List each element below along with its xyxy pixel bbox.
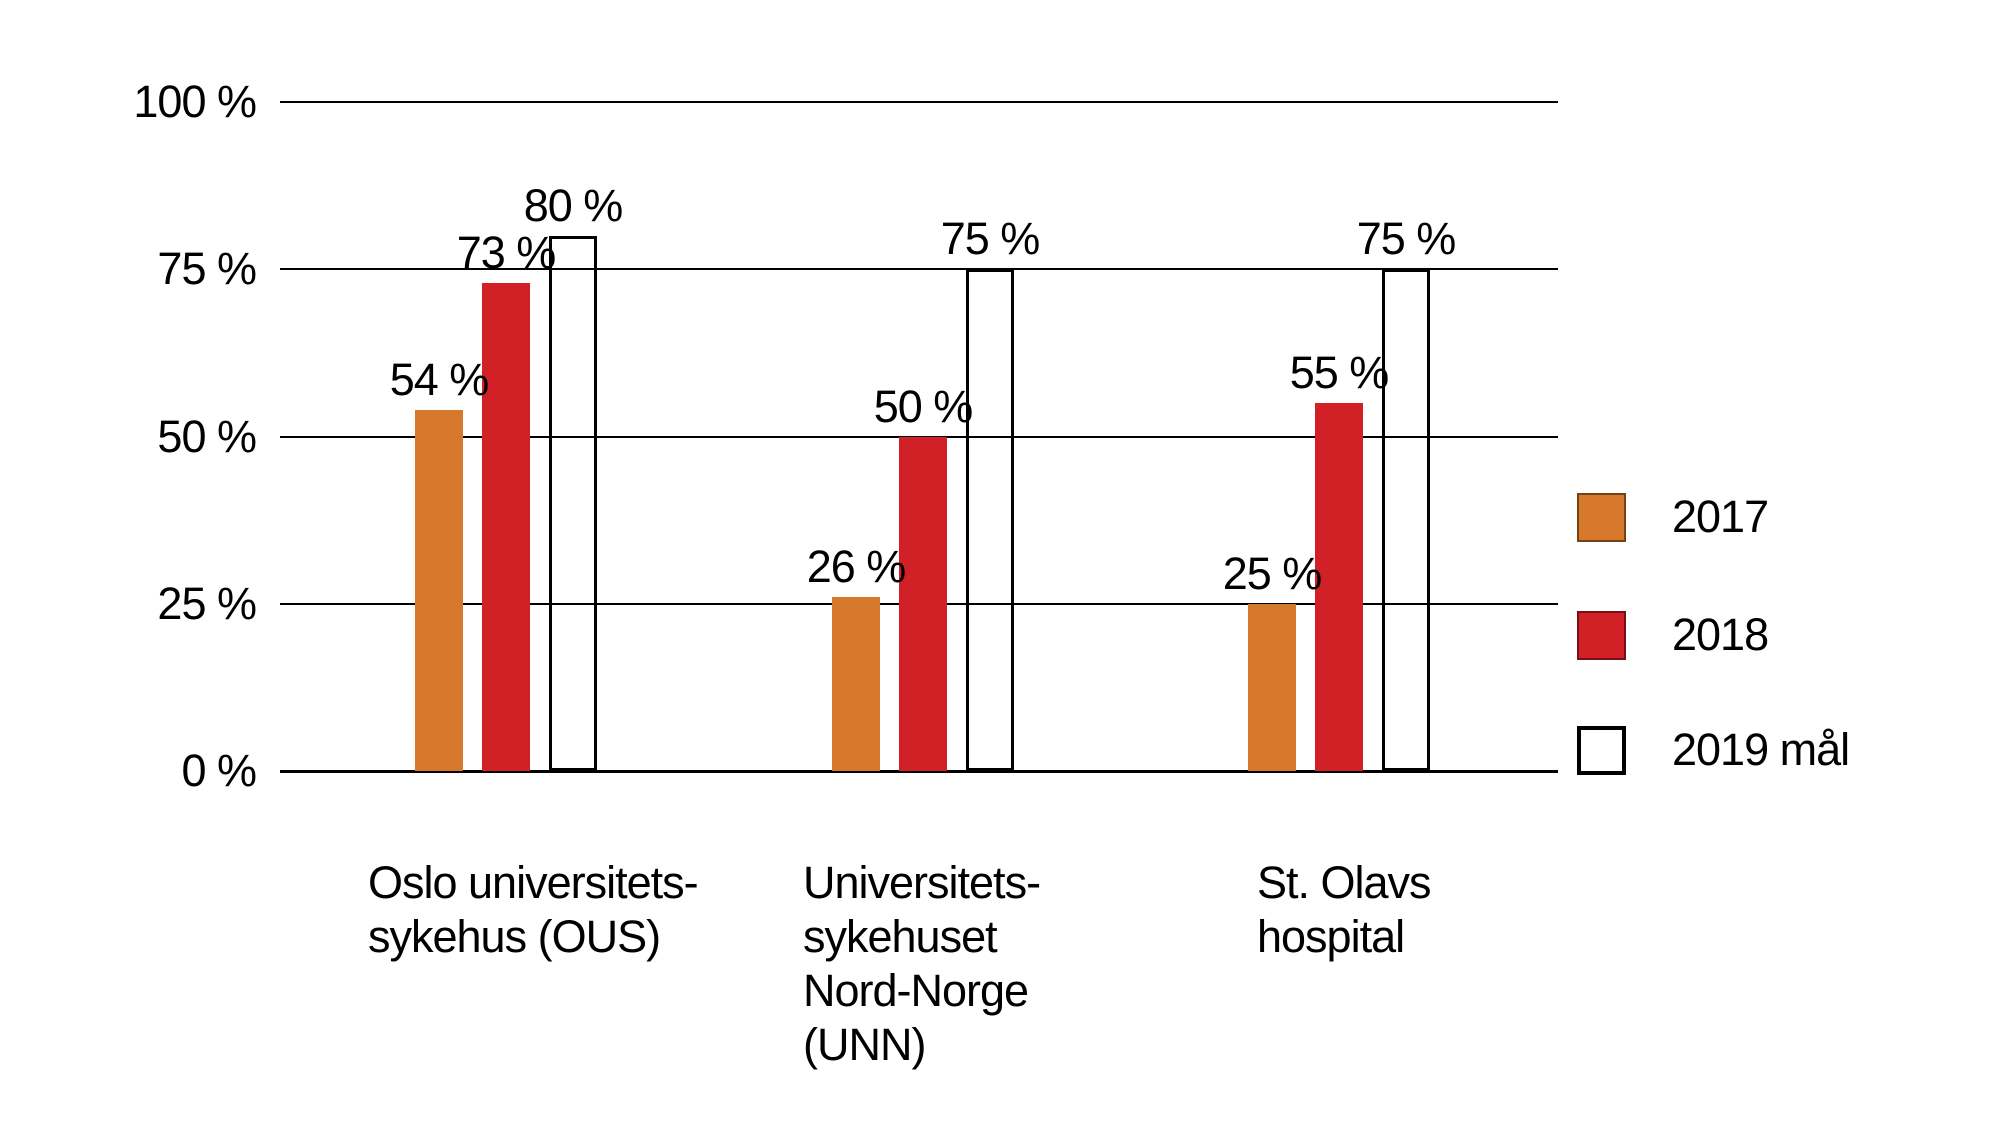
category-label-line: sykehuset [803, 911, 998, 962]
category-label-line: Universitets- [803, 857, 1041, 908]
bar-2017-st-olavs-hospital [1248, 603, 1296, 771]
category-label-line: (UNN) [803, 1019, 926, 1070]
value-label-2018-universitetssykehuset-nord-norge-unn: 50 % [873, 380, 974, 432]
bar-2018-oslo-universitets-sykehus-ous [482, 282, 530, 771]
legend-label-2018: 2018 [1672, 609, 1769, 660]
y-tick-label-75: 75 % [157, 243, 257, 295]
category-label-line: Nord-Norge [803, 965, 1029, 1016]
y-tick-label-0: 0 % [181, 745, 257, 796]
category-label-universitetssykehuset-nord-norge-unn: Universitets-sykehuset Nord-Norge (UNN) [803, 856, 1041, 1072]
value-label-2019-m-l-universitetssykehuset-nord-norge-unn: 75 % [940, 213, 1041, 265]
legend-swatch-2018 [1577, 611, 1626, 660]
legend-label-2019-m-l: 2019 mål [1672, 724, 1850, 775]
value-label-2017-st-olavs-hospital: 25 % [1222, 547, 1323, 599]
category-label-oslo-universitets-sykehus-ous: Oslo universitets-sykehus (OUS) [368, 856, 699, 964]
y-tick-label-100: 100 % [133, 76, 257, 127]
bar-2018-universitetssykehuset-nord-norge-unn [899, 436, 947, 771]
value-label-2019-m-l-st-olavs-hospital: 75 % [1356, 213, 1457, 265]
value-label-2017-universitetssykehuset-nord-norge-unn: 26 % [806, 541, 907, 593]
category-label-line: sykehus (OUS) [368, 911, 661, 962]
gridline-75 [280, 268, 1558, 271]
y-tick-label-25: 25 % [157, 577, 257, 629]
legend-swatch-2017 [1577, 493, 1626, 542]
bar-2017-universitetssykehuset-nord-norge-unn [832, 597, 880, 771]
category-label-line: Oslo universitets- [368, 857, 699, 908]
category-label-line: hospital [1257, 911, 1405, 962]
legend-swatch-2019-m-l [1577, 726, 1626, 775]
y-tick-label-50: 50 % [157, 410, 257, 462]
legend-label-2017: 2017 [1672, 491, 1769, 542]
value-label-2018-st-olavs-hospital: 55 % [1289, 347, 1390, 399]
category-label-st-olavs-hospital: St. Olavs hospital [1257, 856, 1432, 964]
category-label-line: St. Olavs [1257, 857, 1432, 908]
value-label-2017-oslo-universitets-sykehus-ous: 54 % [389, 353, 490, 405]
bar-2019-m-l-universitetssykehuset-nord-norge-unn [966, 269, 1014, 771]
bar-2017-oslo-universitets-sykehus-ous [415, 409, 463, 771]
value-label-2019-m-l-oslo-universitets-sykehus-ous: 80 % [523, 179, 624, 231]
gridline-0 [280, 770, 1558, 773]
bar-2019-m-l-st-olavs-hospital [1382, 269, 1430, 771]
bar-2018-st-olavs-hospital [1315, 403, 1363, 771]
gridline-100 [280, 101, 1558, 103]
value-label-2018-oslo-universitets-sykehus-ous: 73 % [456, 226, 557, 278]
bar-2019-m-l-oslo-universitets-sykehus-ous [549, 235, 597, 771]
